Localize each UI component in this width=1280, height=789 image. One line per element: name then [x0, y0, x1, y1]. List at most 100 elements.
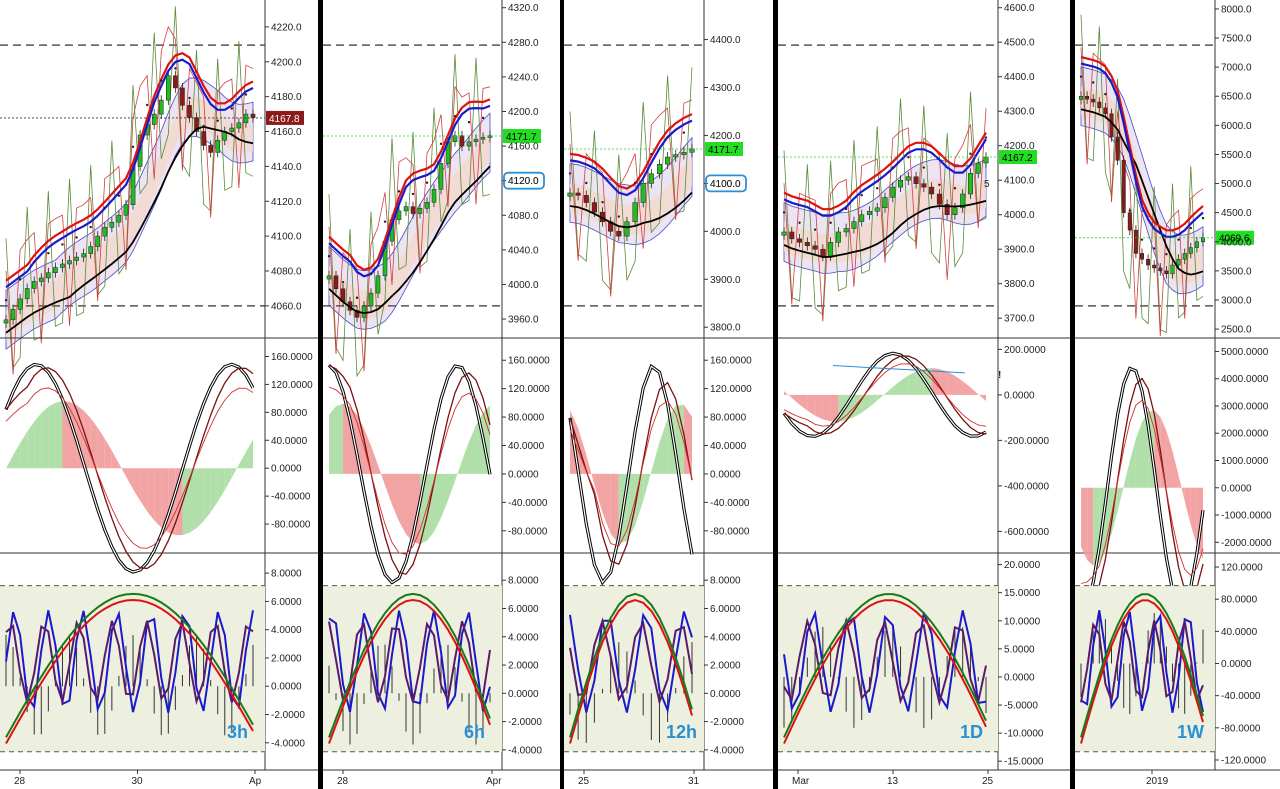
stoch-tick-label: -4.0000 [271, 738, 305, 749]
last-price-label: 4167.2 [1002, 153, 1033, 164]
psar-dot [907, 156, 910, 159]
swing-line-green [1080, 14, 1204, 334]
candle [1194, 236, 1199, 253]
price-tick-label: 4000.0 [1221, 237, 1252, 248]
price-tick-label: 4220.0 [271, 22, 302, 33]
psar-dot [876, 187, 879, 190]
stoch-tick-label: 8.0000 [710, 576, 741, 587]
candle [1133, 225, 1138, 259]
osc-tick-label: 80.0000 [508, 413, 545, 424]
candle [898, 175, 904, 193]
price-tick-label: 4060.0 [271, 301, 302, 312]
osc-histogram [6, 455, 14, 469]
annotation-price-label: 4120.0 [508, 176, 539, 187]
stoch-k-line [569, 611, 693, 714]
candle [1115, 132, 1120, 166]
osc-tick-label: -40.0000 [271, 492, 311, 503]
price-tick-label: 4300.0 [710, 83, 741, 94]
psar-dot [369, 272, 373, 275]
osc-histogram [434, 473, 441, 532]
candle [567, 188, 573, 202]
osc-histogram [799, 394, 808, 411]
psar-dot [216, 119, 219, 122]
stoch-tick-label: 0.0000 [1221, 659, 1252, 670]
osc-histogram [908, 371, 917, 395]
price-tick-label: 4000.0 [508, 280, 539, 291]
osc-histogram [602, 473, 611, 534]
last-price-label: 4069.6 [1219, 234, 1250, 245]
macd-line-inner [783, 352, 987, 437]
candle [46, 267, 51, 283]
price-tick-label: 4400.0 [1004, 72, 1035, 83]
candle [215, 135, 221, 158]
osc-tick-label: 120.0000 [271, 380, 313, 391]
psar-dot [467, 121, 471, 124]
candle [583, 190, 589, 208]
stoch-tick-label: -80.0000 [1221, 723, 1261, 734]
psar-dot [633, 181, 637, 185]
stoch-tick-label: -10.0000 [1004, 729, 1044, 740]
stoch-slow-green [5, 592, 254, 738]
swing-line-green [569, 67, 693, 292]
osc-histogram [343, 403, 350, 474]
stoch-d-line [328, 620, 491, 705]
candle [326, 270, 332, 284]
osc-histogram [651, 442, 660, 474]
psar-dot [425, 181, 429, 184]
osc-histogram [20, 431, 28, 469]
osc-histogram [1172, 451, 1179, 488]
candle [648, 168, 654, 189]
stoch-d-line [5, 619, 254, 706]
price-tick-label: 4200.0 [1004, 141, 1035, 152]
stoch-tick-label: 0.0000 [271, 682, 302, 693]
osc-histogram [336, 403, 343, 474]
stoch-slow-red [328, 598, 491, 744]
last-price-tag [1216, 230, 1254, 245]
psar-dot [922, 166, 926, 169]
osc-tick-label: 120.0000 [710, 384, 752, 395]
channel-red [5, 52, 254, 282]
price-tick-label: 8000.0 [1221, 4, 1252, 15]
macd-line-inner [328, 364, 491, 584]
candle [24, 283, 30, 304]
x-tick-label: 25 [982, 776, 994, 787]
stoch-d-line [1080, 620, 1204, 704]
price-tick-label: 4300.0 [1004, 107, 1035, 118]
candle [480, 132, 486, 145]
osc-tick-label: 160.0000 [271, 352, 313, 363]
osc-tick-label: 160.0000 [710, 356, 752, 367]
candle [403, 201, 409, 216]
sma-black [328, 165, 491, 314]
candle [820, 244, 826, 261]
stoch-tick-label: 6.0000 [710, 604, 741, 615]
osc-tick-label: 3000.0000 [1221, 401, 1269, 412]
osc-histogram [1129, 438, 1136, 488]
osc-tick-label: -80.0000 [710, 526, 750, 537]
osc-histogram [659, 418, 668, 474]
osc-histogram [455, 460, 462, 481]
psar-dot [188, 96, 191, 100]
psar-dot [47, 251, 50, 255]
stoch-tick-label: 20.0000 [1004, 560, 1041, 571]
osc-histogram [978, 394, 986, 402]
osc-histogram [441, 473, 448, 518]
candle [1164, 265, 1169, 279]
candle [1085, 91, 1090, 105]
stoch-tick-label: 2.0000 [710, 661, 741, 672]
osc-histogram [1178, 475, 1185, 501]
osc-histogram [133, 468, 141, 501]
price-tick-label: 4200.0 [508, 107, 539, 118]
channel-red [328, 98, 491, 271]
psar-dot [75, 236, 78, 239]
osc-histogram [182, 468, 190, 536]
last-price-label: 4171.7 [506, 132, 537, 143]
chart-panel-3h: 4167.8 4220.0 4200.0 4180.0 4160.0 4140.0 4120… [0, 0, 318, 789]
psar-dot [1140, 238, 1144, 241]
signal-line [569, 381, 693, 566]
price-tick-label: 4280.0 [508, 38, 539, 49]
last-price-label: 4167.8 [269, 114, 300, 125]
osc-histogram [1093, 487, 1100, 566]
candle [665, 152, 671, 170]
stoch-k-line [783, 609, 987, 713]
envelope-band [6, 97, 253, 340]
